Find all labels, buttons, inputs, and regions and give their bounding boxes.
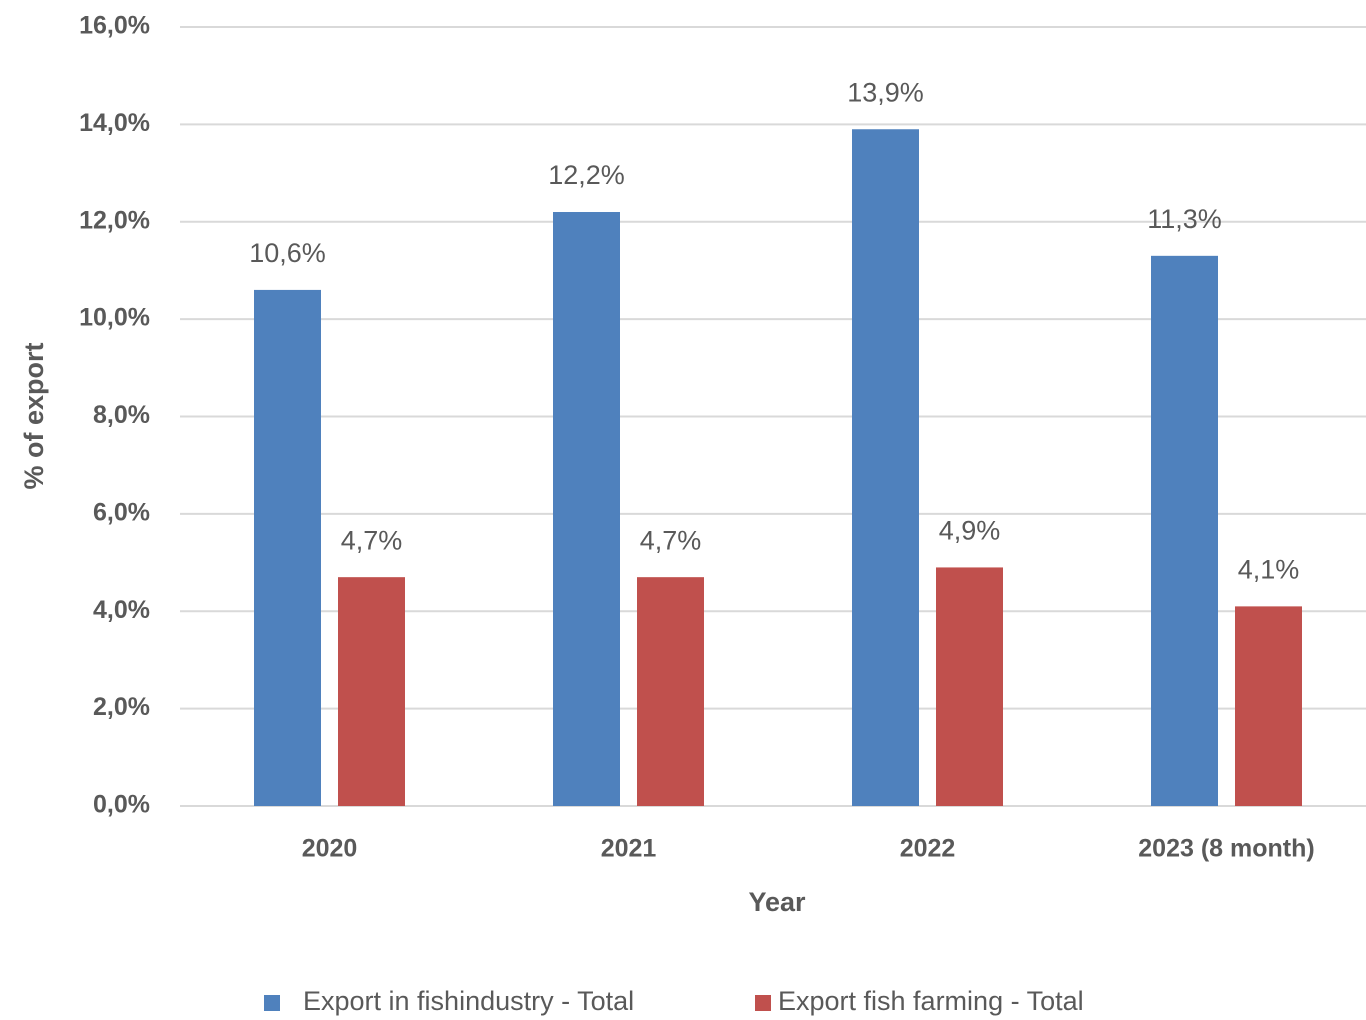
bar xyxy=(553,212,620,806)
legend-label: Export in fishindustry - Total xyxy=(303,986,634,1016)
data-label: 4,9% xyxy=(939,516,1001,546)
x-tick-label: 2021 xyxy=(601,835,657,863)
legend-swatch xyxy=(264,995,280,1011)
x-tick-label: 2020 xyxy=(302,835,358,863)
x-tick-label: 2022 xyxy=(900,835,956,863)
data-label: 11,3% xyxy=(1147,204,1222,234)
data-label: 13,9% xyxy=(847,77,924,107)
bar xyxy=(637,577,704,806)
bar xyxy=(852,129,919,806)
y-axis-label: % of export xyxy=(19,342,49,489)
data-label: 4,1% xyxy=(1238,555,1300,585)
x-tick-label: 2023 (8 month) xyxy=(1138,835,1314,863)
y-tick-label: 10,0% xyxy=(79,304,150,332)
bar xyxy=(338,577,405,806)
data-label: 4,7% xyxy=(341,525,403,555)
legend-swatch xyxy=(755,995,771,1011)
y-tick-label: 8,0% xyxy=(93,401,150,429)
x-axis-label: Year xyxy=(748,887,806,917)
y-tick-label: 4,0% xyxy=(93,596,150,624)
y-tick-label: 2,0% xyxy=(93,693,150,721)
data-label: 4,7% xyxy=(640,525,702,555)
bar xyxy=(1151,255,1218,807)
bar xyxy=(254,289,321,807)
y-tick-label: 14,0% xyxy=(79,109,150,137)
bar xyxy=(1235,606,1302,806)
y-tick-label: 12,0% xyxy=(79,206,150,234)
data-label: 12,2% xyxy=(548,160,625,190)
y-tick-label: 16,0% xyxy=(79,12,150,40)
legend-label: Export fish farming - Total xyxy=(778,986,1084,1016)
y-tick-label: 6,0% xyxy=(93,498,150,526)
bar xyxy=(936,567,1003,806)
y-tick-label: 0,0% xyxy=(93,791,150,819)
data-label: 10,6% xyxy=(249,238,326,268)
